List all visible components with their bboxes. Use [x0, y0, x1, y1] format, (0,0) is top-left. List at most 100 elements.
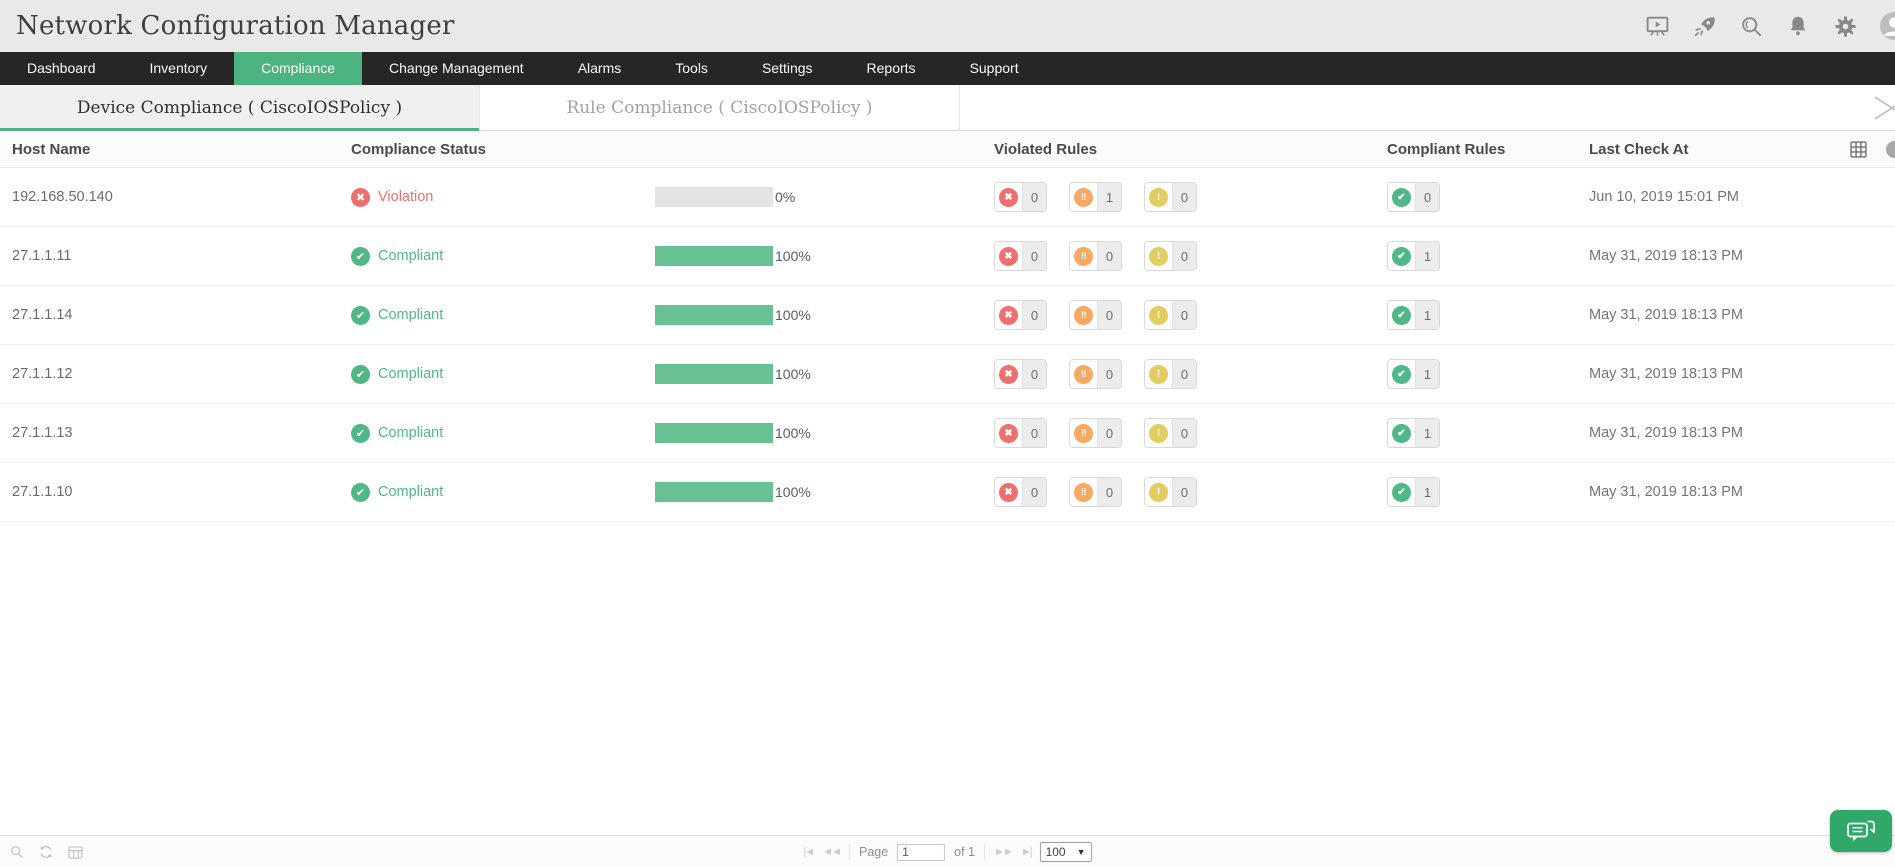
critical-violation-badge[interactable]: ✖ 0 [994, 359, 1047, 389]
major-icon: !! [1070, 183, 1097, 211]
nav-item-compliance[interactable]: Compliance [234, 52, 363, 85]
live-chat-button[interactable] [1830, 810, 1892, 852]
presentation-play-icon[interactable] [1644, 13, 1670, 39]
major-violation-badge[interactable]: !! 0 [1069, 418, 1122, 448]
compliant-rules-badge[interactable]: ✔ 1 [1387, 418, 1440, 448]
last-page-button[interactable]: ►| [1020, 846, 1033, 858]
table-row[interactable]: 27.1.1.13 ✔ Compliant 100% ✖ 0 !! 0 [0, 404, 1895, 463]
critical-count: 0 [1022, 301, 1046, 329]
major-violation-badge[interactable]: !! 1 [1069, 182, 1122, 212]
compliant-rules-badge[interactable]: ✔ 1 [1387, 300, 1440, 330]
nav-item-tools[interactable]: Tools [675, 60, 708, 76]
last-check-at: May 31, 2019 18:13 PM [1589, 366, 1743, 382]
first-page-button[interactable]: |◄ [803, 846, 815, 858]
major-violation-badge[interactable]: !! 0 [1069, 477, 1122, 507]
critical-violation-badge[interactable]: ✖ 0 [994, 418, 1047, 448]
footer-grid-icon[interactable] [68, 845, 83, 859]
compliant-rules-badge[interactable]: ✔ 0 [1387, 182, 1440, 212]
next-page-button[interactable]: ►► [994, 846, 1014, 858]
violated-rules-cell: ✖ 0 !! 1 ! 0 [982, 182, 1375, 212]
progress-percent: 100% [775, 248, 811, 264]
nav-item-alarms[interactable]: Alarms [577, 60, 622, 76]
footer-refresh-icon[interactable] [39, 845, 53, 859]
compliant-icon: ✔ [1388, 183, 1415, 211]
compliant-count: 1 [1415, 301, 1439, 329]
footer-search-icon[interactable] [10, 845, 24, 859]
chat-bubbles-icon [1847, 820, 1875, 841]
table-row[interactable]: 27.1.1.10 ✔ Compliant 100% ✖ 0 !! 0 [0, 463, 1895, 522]
minor-violation-badge[interactable]: ! 0 [1144, 300, 1197, 330]
major-violation-badge[interactable]: !! 0 [1069, 241, 1122, 271]
critical-violation-badge[interactable]: ✖ 0 [994, 300, 1047, 330]
minor-violation-badge[interactable]: ! 0 [1144, 477, 1197, 507]
table-row[interactable]: 27.1.1.12 ✔ Compliant 100% ✖ 0 !! 0 [0, 345, 1895, 404]
nav-item-reports[interactable]: Reports [866, 60, 916, 76]
compliance-progress: 100% [643, 364, 982, 384]
minor-count: 0 [1172, 301, 1196, 329]
previous-page-button[interactable]: ◄◄ [822, 846, 842, 858]
bell-icon[interactable] [1785, 13, 1811, 39]
table-row[interactable]: 192.168.50.140 ✖ Violation 0% ✖ 0 !! 1 [0, 168, 1895, 227]
compliance-progress: 100% [643, 246, 982, 266]
status-icon: ✖ [351, 187, 370, 207]
major-icon: !! [1070, 242, 1097, 270]
minor-violation-badge[interactable]: ! 0 [1144, 359, 1197, 389]
major-count: 1 [1097, 183, 1121, 211]
minor-violation-badge[interactable]: ! 0 [1144, 182, 1197, 212]
table-row[interactable]: 27.1.1.14 ✔ Compliant 100% ✖ 0 !! 0 [0, 286, 1895, 345]
major-violation-badge[interactable]: !! 0 [1069, 359, 1122, 389]
minor-icon: ! [1145, 360, 1172, 388]
tab-rule-compliance-ciscoiospolicy[interactable]: Rule Compliance ( CiscoIOSPolicy ) [480, 85, 960, 130]
compliant-rules-badge[interactable]: ✔ 1 [1387, 359, 1440, 389]
major-count: 0 [1097, 419, 1121, 447]
pager-divider [984, 844, 986, 860]
search-icon[interactable] [1738, 13, 1764, 39]
avatar[interactable] [1879, 11, 1895, 41]
status-icon: ✔ [351, 364, 370, 384]
nav-item-support[interactable]: Support [969, 60, 1019, 76]
compliant-rules-badge[interactable]: ✔ 1 [1387, 241, 1440, 271]
top-header: Network Configuration Manager [0, 0, 1895, 52]
major-count: 0 [1097, 478, 1121, 506]
page-label: Page [858, 845, 889, 859]
page-size-select[interactable]: 100 ▼ [1039, 842, 1092, 862]
compliant-rules-badge[interactable]: ✔ 1 [1387, 477, 1440, 507]
minor-violation-badge[interactable]: ! 0 [1144, 241, 1197, 271]
minor-violation-badge[interactable]: ! 0 [1144, 418, 1197, 448]
compliance-status: ✔ Compliant [339, 482, 643, 502]
minor-icon: ! [1145, 478, 1172, 506]
status-label: Compliant [378, 484, 444, 500]
tab-scroll-right-icon[interactable] [1871, 93, 1895, 128]
last-check-at: May 31, 2019 18:13 PM [1589, 248, 1743, 264]
column-header-compliant-rules[interactable]: Compliant Rules [1387, 140, 1506, 158]
pager-divider [848, 844, 850, 860]
violated-rules-cell: ✖ 0 !! 0 ! 0 [982, 359, 1375, 389]
gear-icon[interactable] [1832, 13, 1858, 39]
major-violation-badge[interactable]: !! 0 [1069, 300, 1122, 330]
status-icon: ✔ [351, 482, 370, 502]
compliance-progress: 100% [643, 482, 982, 502]
column-header-last-check-at[interactable]: Last Check At [1589, 140, 1689, 158]
rocket-icon[interactable] [1691, 13, 1717, 39]
critical-violation-badge[interactable]: ✖ 0 [994, 182, 1047, 212]
nav-item-inventory[interactable]: Inventory [149, 60, 208, 76]
page-number-input[interactable] [897, 843, 946, 861]
progress-bar [655, 305, 773, 325]
critical-violation-badge[interactable]: ✖ 0 [994, 477, 1047, 507]
nav-item-settings[interactable]: Settings [761, 60, 813, 76]
status-icon: ✔ [351, 246, 370, 266]
nav-item-change-management[interactable]: Change Management [389, 60, 524, 76]
column-chooser-grid-icon[interactable] [1850, 141, 1867, 163]
column-header-violated-rules[interactable]: Violated Rules [994, 140, 1098, 158]
topbar-icons [1644, 0, 1895, 52]
column-header-host-name[interactable]: Host Name [12, 140, 91, 158]
column-header-compliance-status[interactable]: Compliance Status [351, 140, 487, 158]
compliant-rules-cell: ✔ 1 [1375, 418, 1577, 448]
critical-violation-badge[interactable]: ✖ 0 [994, 241, 1047, 271]
help-circle-icon[interactable] [1886, 141, 1895, 158]
compliant-icon: ✔ [1388, 478, 1415, 506]
tab-device-compliance-ciscoiospolicy[interactable]: Device Compliance ( CiscoIOSPolicy ) [0, 85, 480, 131]
nav-item-dashboard[interactable]: Dashboard [27, 60, 96, 76]
table-row[interactable]: 27.1.1.11 ✔ Compliant 100% ✖ 0 !! 0 [0, 227, 1895, 286]
